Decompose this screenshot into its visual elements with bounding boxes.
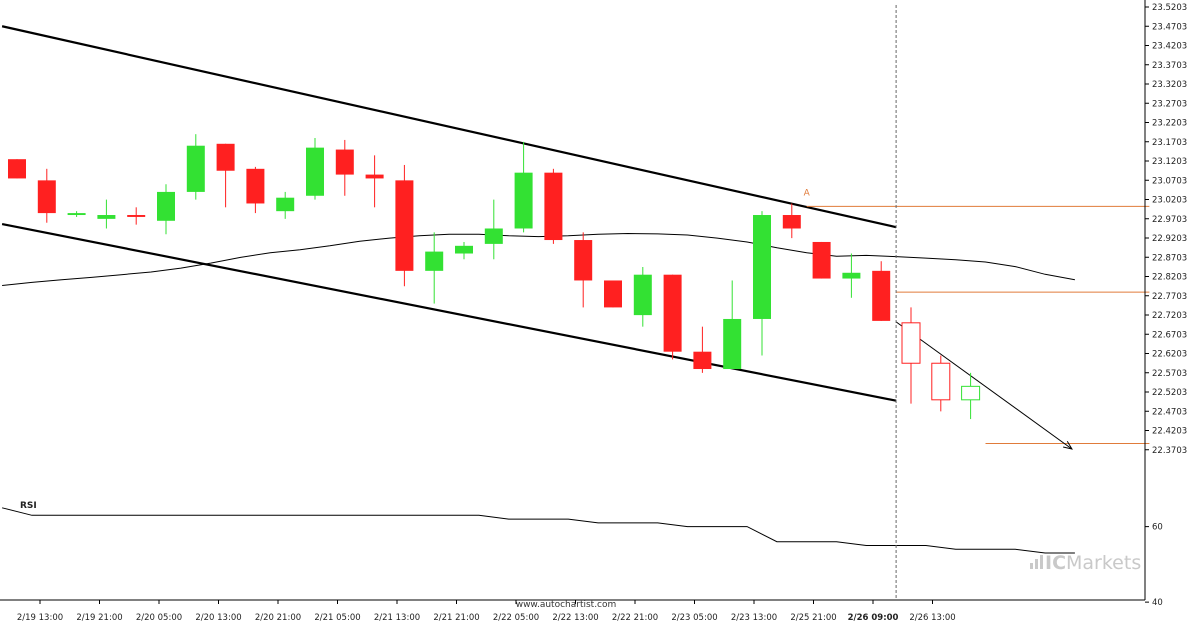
projection-arrow-line <box>895 321 1073 450</box>
y-tick-label: 23.2703 <box>1152 99 1187 109</box>
x-tick-label: 2/26 09:00 <box>848 613 899 623</box>
candle-body <box>663 274 682 352</box>
brand-ic: IC <box>1045 552 1066 574</box>
x-tick-label: 2/20 13:00 <box>195 613 241 623</box>
x-tick-label: 2/22 13:00 <box>552 613 598 623</box>
candle-body <box>246 168 265 204</box>
y-tick-label: 22.8203 <box>1152 273 1187 283</box>
candle-body <box>544 172 563 241</box>
y-tick-label: 22.5203 <box>1152 388 1187 398</box>
candle-body <box>842 272 861 279</box>
x-tick-label: 2/21 21:00 <box>433 613 479 623</box>
y-tick-label: 22.7703 <box>1152 292 1187 302</box>
candle-body <box>395 180 414 271</box>
candle-body <box>574 240 593 281</box>
candle-body <box>37 180 56 214</box>
y-tick-label: 23.4203 <box>1152 42 1187 52</box>
candle-body <box>97 215 116 219</box>
y-tick-label: 22.6203 <box>1152 350 1187 360</box>
brand-bar-3 <box>1040 555 1043 569</box>
candle-body <box>157 191 175 221</box>
rsi-label: RSI <box>20 501 37 511</box>
x-tick-label: 2/21 05:00 <box>314 613 360 623</box>
candle-body <box>455 245 473 254</box>
source-watermark: www.autochartist.com <box>516 600 617 610</box>
candle-body <box>872 270 891 321</box>
candle-body <box>127 215 146 217</box>
candle-body <box>604 280 622 308</box>
y-tick-label: 23.0703 <box>1152 176 1187 186</box>
brand-logo: IC Markets <box>1030 552 1141 574</box>
brand-bar-2 <box>1035 559 1038 569</box>
candle-body <box>753 215 771 319</box>
channel-upper-line <box>1 25 897 229</box>
x-tick-label: 2/19 13:00 <box>17 613 63 623</box>
y-tick-label: 22.3703 <box>1152 446 1187 456</box>
x-tick-label: 2/20 05:00 <box>136 613 182 623</box>
y-tick-label: 22.9203 <box>1152 234 1187 244</box>
y-tick-label: 23.2203 <box>1152 119 1187 129</box>
y-tick-label: 22.4203 <box>1152 427 1187 437</box>
candle-body <box>514 172 533 229</box>
y-tick-label: 23.3703 <box>1152 61 1187 71</box>
y-tick-label: 22.8703 <box>1152 253 1187 263</box>
y-tick-label: 22.4703 <box>1152 407 1187 417</box>
y-tick-label: 23.1703 <box>1152 138 1187 148</box>
y-tick-label: 22.7203 <box>1152 311 1187 321</box>
candle-body <box>901 322 921 364</box>
x-tick-label: 2/26 13:00 <box>909 613 955 623</box>
y-tick-label: 23.1203 <box>1152 157 1187 167</box>
y-tick-label: 22.6703 <box>1152 330 1187 340</box>
candle-body <box>425 251 444 271</box>
pattern-marker-a: A <box>804 189 811 199</box>
candle-body <box>8 159 26 179</box>
x-tick-label: 2/19 21:00 <box>76 613 122 623</box>
y-tick-label: 23.5203 <box>1152 3 1187 13</box>
brand-markets: Markets <box>1066 552 1141 574</box>
y-tick-label: 23.4703 <box>1152 22 1187 32</box>
candle-body <box>484 228 503 244</box>
candle-body <box>931 362 951 401</box>
candle-body <box>633 274 652 316</box>
x-tick-label: 2/22 21:00 <box>612 613 658 623</box>
candle-body <box>365 174 384 179</box>
y-tick-label: 23.0203 <box>1152 196 1187 206</box>
candle-body <box>306 147 324 196</box>
candle-body <box>782 215 801 229</box>
channel-lower-line <box>1 222 897 402</box>
y-tick-label: 22.5703 <box>1152 369 1187 379</box>
y-tick-label: 22.9703 <box>1152 215 1187 225</box>
y-tick-label: 23.3203 <box>1152 80 1187 90</box>
candle-body <box>812 241 831 279</box>
rsi-tick-label: 40 <box>1152 598 1163 608</box>
candle-body <box>961 385 981 401</box>
candle-body <box>276 197 295 212</box>
candle-body <box>186 145 205 192</box>
x-tick-label: 2/23 13:00 <box>731 613 777 623</box>
x-tick-label: 2/25 21:00 <box>790 613 836 623</box>
brand-bar-1 <box>1030 563 1033 569</box>
candle-body <box>67 213 86 216</box>
candle-body <box>693 351 712 370</box>
candle-body <box>216 143 235 171</box>
x-tick-label: 2/23 05:00 <box>671 613 717 623</box>
candle-body <box>723 318 742 370</box>
rsi-tick-label: 60 <box>1152 523 1163 533</box>
projection-arrow-head <box>1063 441 1073 450</box>
x-tick-label: 2/22 05:00 <box>493 613 539 623</box>
x-tick-label: 2/20 21:00 <box>255 613 301 623</box>
x-tick-label: 2/21 13:00 <box>374 613 420 623</box>
candle-body <box>335 149 354 175</box>
